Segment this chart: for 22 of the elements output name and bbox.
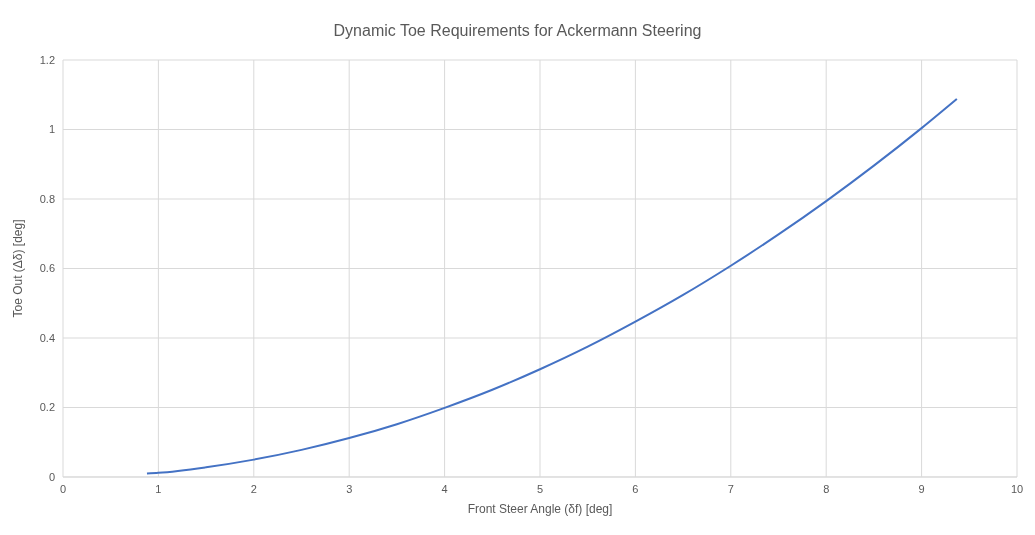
x-tick-label: 10 xyxy=(1010,482,1024,495)
y-tick-label: 0.2 xyxy=(39,401,55,414)
x-tick-label: 2 xyxy=(250,482,257,495)
x-tick-label: 4 xyxy=(441,482,448,495)
x-tick-label: 0 xyxy=(59,482,67,495)
y-tick-label: 0.8 xyxy=(39,192,55,205)
line-series xyxy=(145,97,958,475)
x-tick-label: 3 xyxy=(346,482,353,495)
x-tick-label: 9 xyxy=(918,482,925,495)
y-tick-label: 1.2 xyxy=(39,53,55,66)
x-tick-label: 8 xyxy=(823,482,830,495)
x-tick-label: 5 xyxy=(536,482,544,495)
y-tick-label: 0.6 xyxy=(39,262,55,275)
x-tick-label: 7 xyxy=(727,482,734,495)
y-tick-label: 0 xyxy=(48,470,55,483)
x-axis-title: Front Steer Angle (δf) [deg] xyxy=(467,502,613,516)
y-tick-label: 1 xyxy=(48,123,55,136)
y-axis-title: Toe Out (Δδ) [deg] xyxy=(11,219,26,318)
x-tick-label: 1 xyxy=(155,482,162,495)
y-tick-label: 0.4 xyxy=(39,331,55,344)
x-tick-label: 6 xyxy=(632,482,639,495)
chart-title: Dynamic Toe Requirements for Ackermann Steering xyxy=(332,21,703,41)
